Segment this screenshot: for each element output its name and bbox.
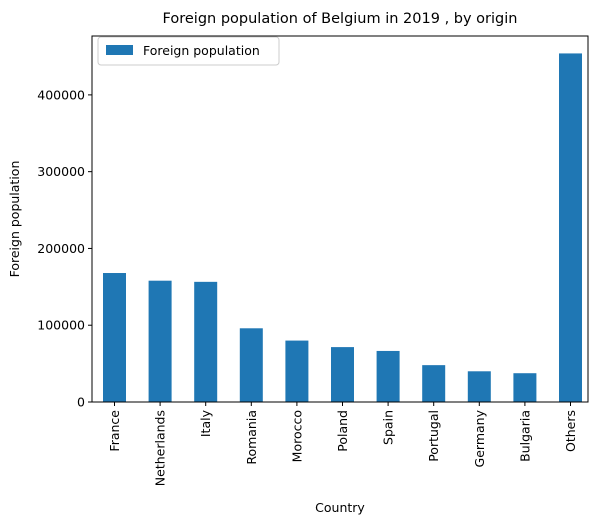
bar-spain <box>376 350 400 402</box>
x-tick-label-spain: Spain <box>381 410 396 445</box>
chart-title: Foreign population of Belgium in 2019 , … <box>163 11 518 27</box>
y-tick-label: 200000 <box>37 241 85 256</box>
x-tick-label-bulgaria: Bulgaria <box>517 410 532 462</box>
x-tick-label-italy: Italy <box>198 409 213 437</box>
bar-netherlands <box>148 280 172 402</box>
y-tick-label: 300000 <box>37 164 85 179</box>
y-tick-label: 0 <box>77 395 85 410</box>
legend: Foreign population <box>97 36 280 66</box>
bar-morocco <box>285 340 309 402</box>
bar-italy <box>194 281 218 402</box>
y-axis-label: Foreign population <box>7 161 22 278</box>
x-tick-label-poland: Poland <box>335 410 350 452</box>
bar-france <box>103 273 126 402</box>
legend-label: Foreign population <box>143 43 260 58</box>
x-axis-ticks: France Netherlands Italy Romania Morocco Pola… <box>107 402 578 486</box>
x-tick-label-portugal: Portugal <box>426 410 441 462</box>
bar-others <box>559 53 582 403</box>
x-axis-label: Country <box>315 500 365 515</box>
plot-area-frame <box>91 35 589 403</box>
x-tick-label-others: Others <box>563 410 578 452</box>
x-tick-label-france: France <box>107 410 122 452</box>
bar-germany <box>467 371 491 402</box>
bar-bulgaria <box>513 373 537 402</box>
x-tick-label-germany: Germany <box>472 409 487 467</box>
x-tick-label-morocco: Morocco <box>289 410 304 462</box>
bars-layer <box>103 53 582 403</box>
y-axis-ticks: 0 100000 200000 300000 400000 <box>37 87 92 410</box>
x-tick-label-romania: Romania <box>244 410 259 465</box>
x-tick-label-netherlands: Netherlands <box>153 410 168 486</box>
legend-swatch <box>106 45 133 55</box>
bar-romania <box>239 328 263 402</box>
y-tick-label: 400000 <box>37 87 85 102</box>
legend-frame <box>97 36 280 66</box>
y-tick-label: 100000 <box>37 318 85 333</box>
bar-portugal <box>422 365 446 402</box>
bar-poland <box>331 347 354 402</box>
